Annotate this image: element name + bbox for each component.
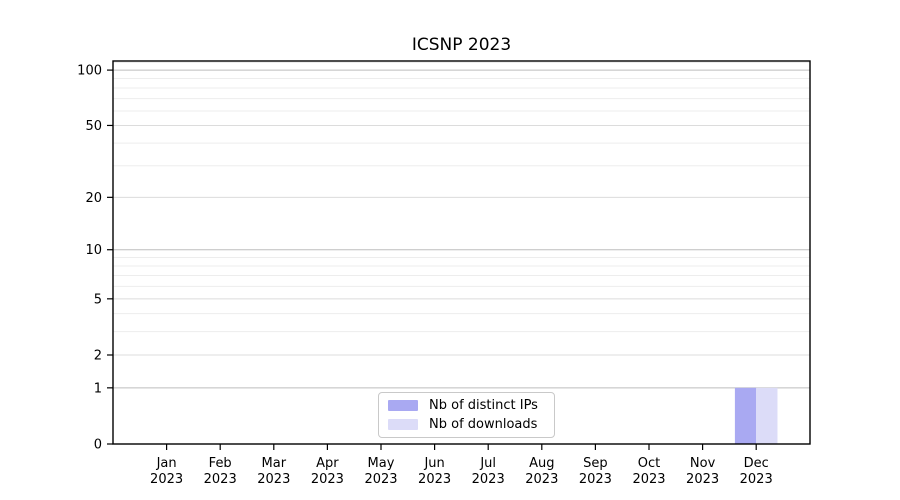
x-tick-label-month: Dec (744, 456, 769, 471)
y-tick-label: 5 (94, 292, 102, 307)
x-tick-label-year: 2023 (150, 472, 183, 487)
x-tick-label-year: 2023 (472, 472, 505, 487)
x-tick-label-year: 2023 (204, 472, 237, 487)
x-tick-label-month: Jul (479, 456, 496, 471)
legend-label-downloads: Nb of downloads (429, 417, 538, 432)
x-tick-label-month: Jan (156, 456, 177, 471)
y-tick-label: 0 (94, 438, 102, 453)
x-tick-label-month: Nov (690, 456, 716, 471)
x-tick-label-month: Oct (638, 456, 660, 471)
bar-distinct-ips-dec (734, 387, 757, 444)
x-tick-label-month: Sep (583, 456, 608, 471)
x-tick-label-year: 2023 (418, 472, 451, 487)
x-tick-label-year: 2023 (364, 472, 397, 487)
x-tick-label-year: 2023 (632, 472, 665, 487)
y-tick-label: 50 (85, 119, 102, 134)
legend-swatch-downloads (388, 419, 418, 430)
x-tick-label-year: 2023 (579, 472, 612, 487)
legend-label-distinct-ips: Nb of distinct IPs (429, 398, 538, 413)
bar-downloads-dec (756, 387, 778, 444)
legend-item-downloads: Nb of downloads (388, 417, 554, 432)
x-tick-label-year: 2023 (257, 472, 290, 487)
x-tick-label-month: Jun (423, 456, 444, 471)
legend-swatch-distinct-ips (388, 400, 418, 411)
x-tick-label-month: Feb (209, 456, 232, 471)
x-tick-label-year: 2023 (686, 472, 719, 487)
x-tick-label-year: 2023 (525, 472, 558, 487)
x-tick-label-month: Aug (529, 456, 554, 471)
chart-title: ICSNP 2023 (411, 35, 512, 55)
x-tick-label-month: May (368, 456, 395, 471)
y-tick-label: 1 (94, 381, 102, 396)
y-tick-label: 100 (77, 64, 102, 79)
y-tick-label: 10 (85, 243, 102, 258)
plot-border (112, 60, 811, 445)
x-tick-label-year: 2023 (311, 472, 344, 487)
y-tick-label: 2 (94, 348, 102, 363)
legend: Nb of distinct IPs Nb of downloads (378, 392, 555, 438)
x-tick-label-year: 2023 (740, 472, 773, 487)
y-tick-label: 20 (85, 191, 102, 206)
x-tick-label-month: Apr (316, 456, 339, 471)
legend-item-distinct-ips: Nb of distinct IPs (388, 398, 554, 413)
x-tick-label-month: Mar (262, 456, 287, 471)
